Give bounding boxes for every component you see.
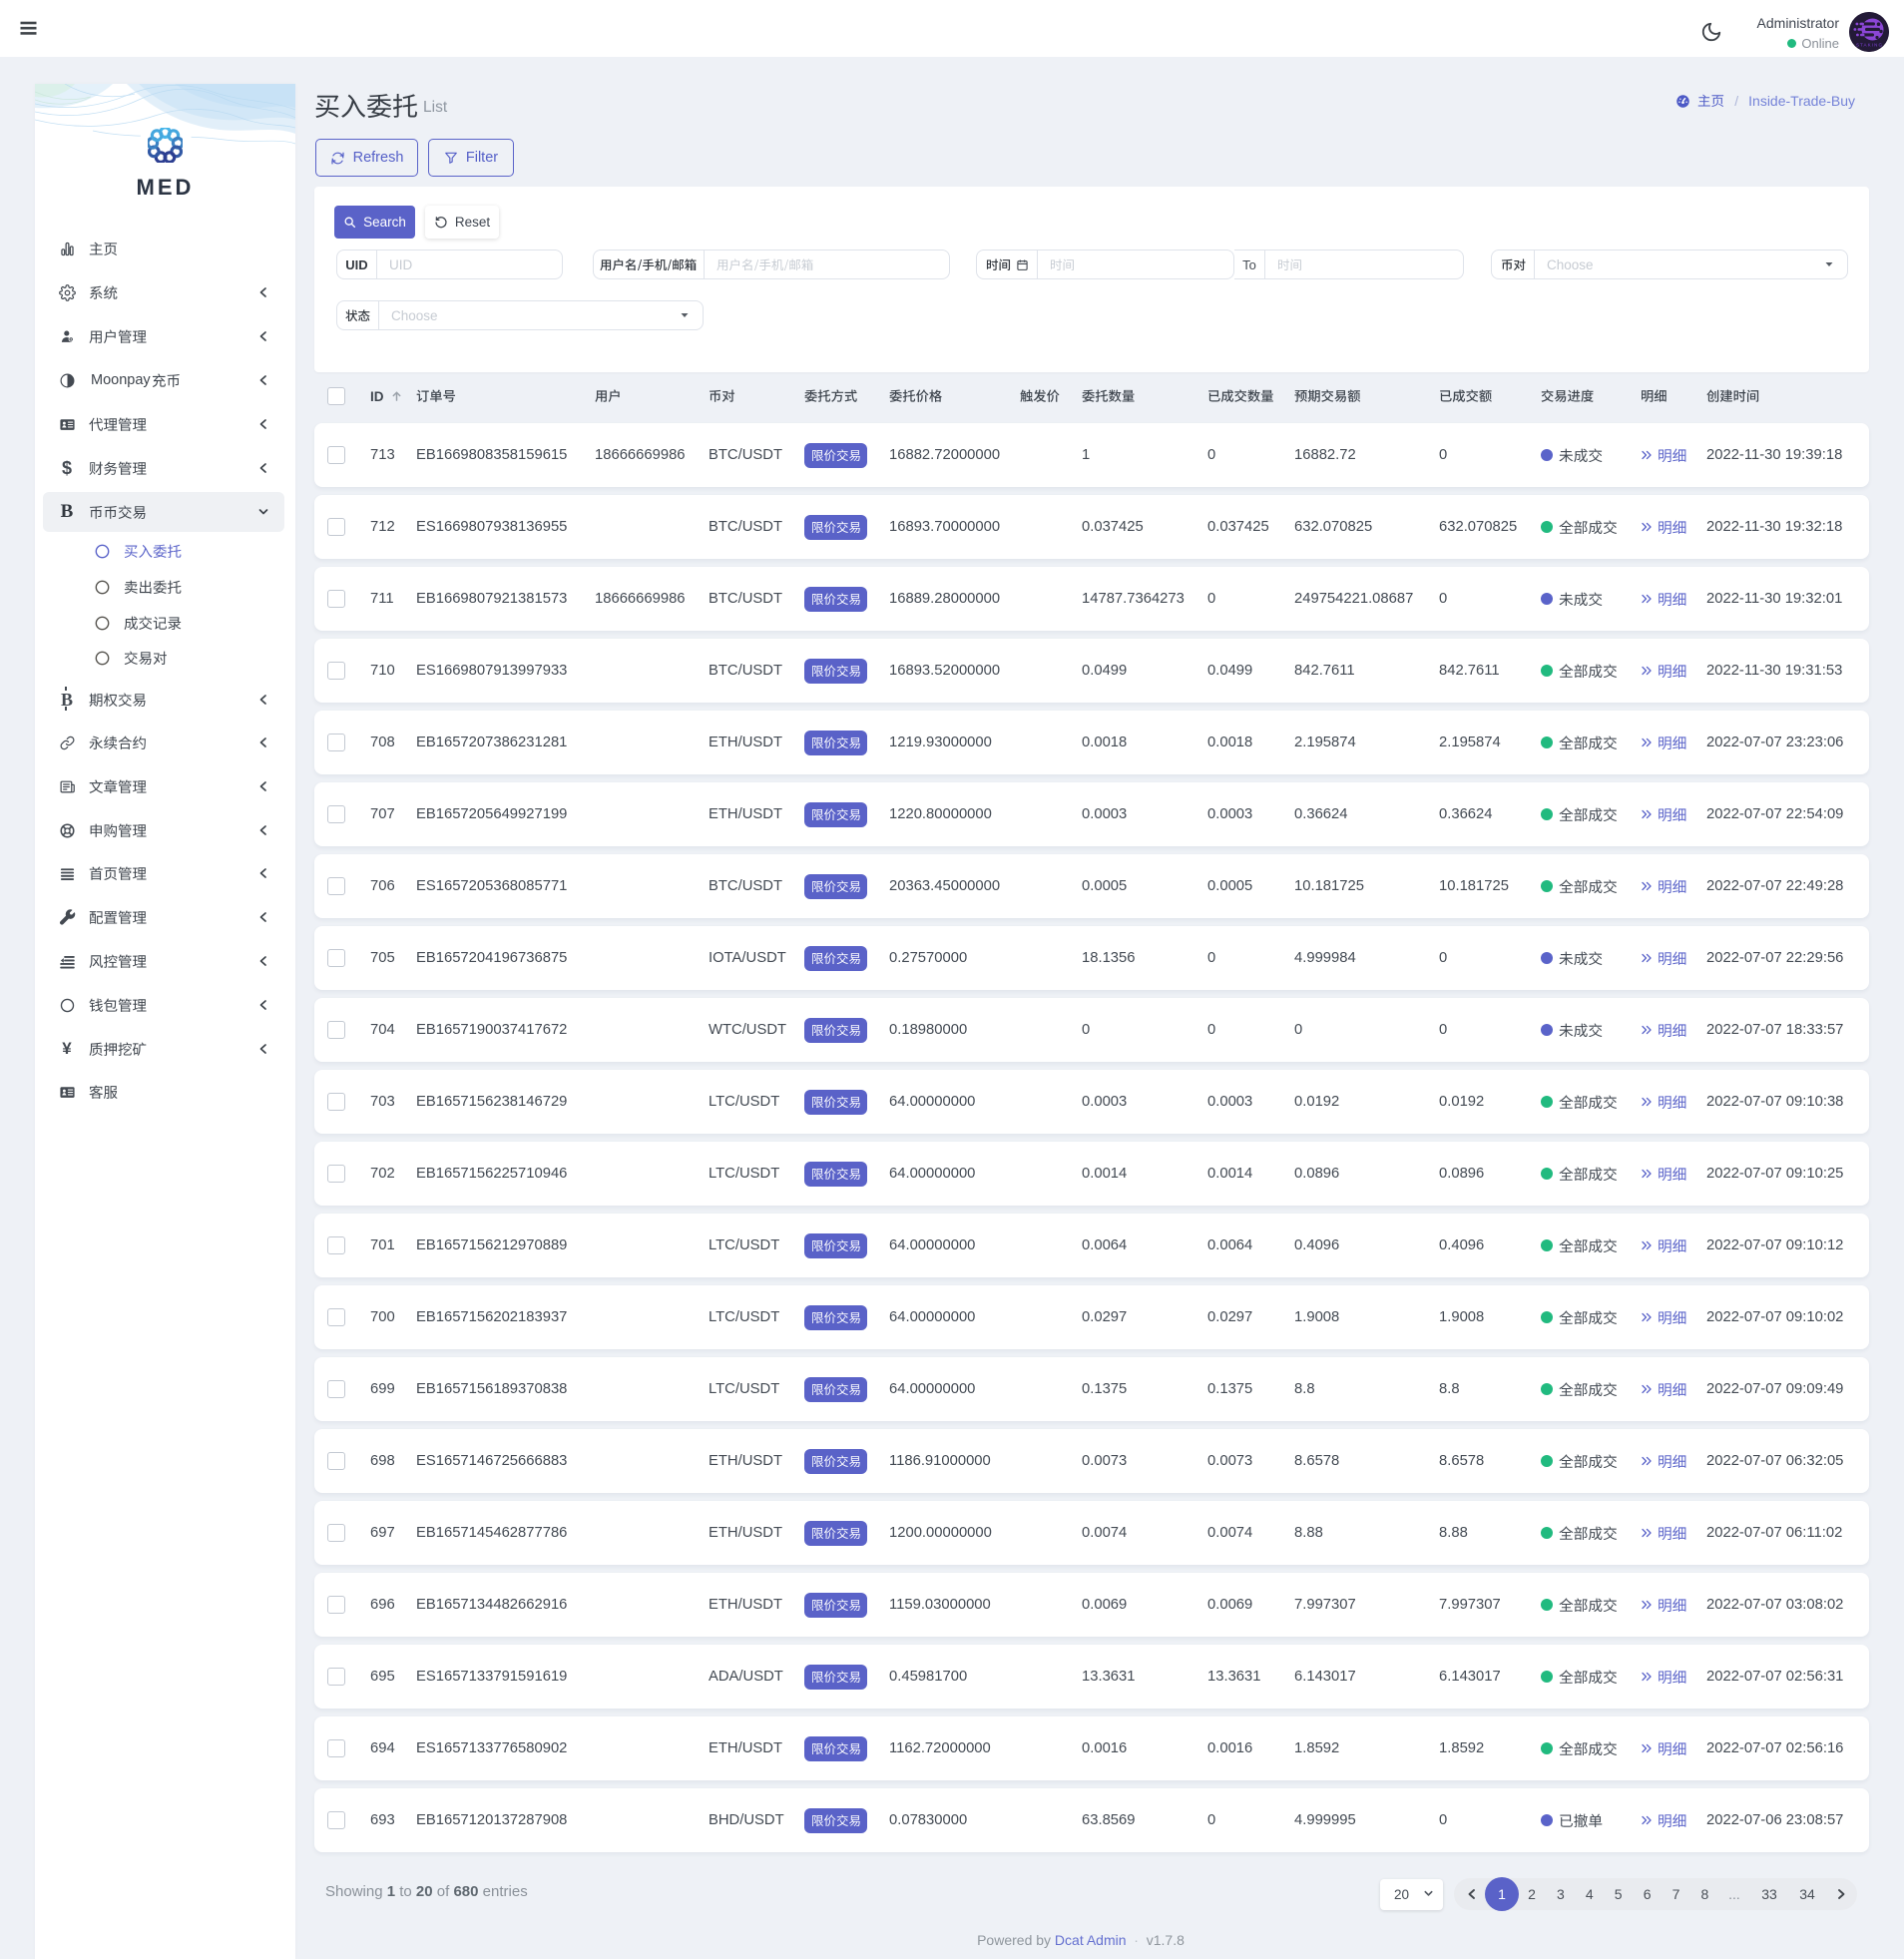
svg-text:STAKING: STAKING xyxy=(1856,43,1883,48)
